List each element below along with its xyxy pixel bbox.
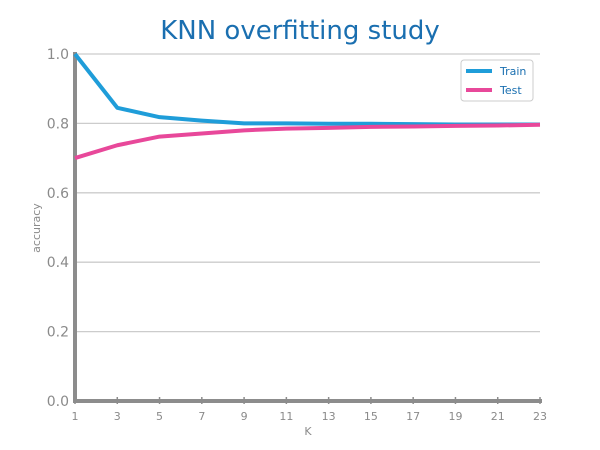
axes [73,52,542,404]
y-tick-label: 0.4 [47,255,69,271]
y-axis-label: accuracy [30,203,43,253]
x-tick-label: 11 [279,410,293,423]
y-tick-label: 0.0 [47,394,69,410]
y-tick-label: 0.2 [47,325,69,341]
x-tick-label: 7 [198,410,205,423]
series-line-test [74,122,541,161]
chart-title: KNN overfitting study [160,16,440,46]
legend: Train Test [460,59,534,102]
series-lines [73,52,541,161]
x-tick-label: 3 [114,410,121,423]
tick-labels: 0.00.20.40.60.81.01 3 5 7 9 11 13 15 17 19 21 23 [47,47,547,423]
x-tick-label: 1 [72,410,79,423]
x-tick-label: 17 [406,410,420,423]
x-tick-label: 9 [241,410,248,423]
x-tick-label: 15 [364,410,378,423]
y-tick-label: 0.6 [47,186,69,202]
legend-label-test: Test [499,84,522,97]
x-tick-label: 23 [533,410,547,423]
y-tick-label: 1.0 [47,47,69,63]
legend-label-train: Train [499,65,526,78]
x-tick-label: 19 [448,410,462,423]
y-tick-label: 0.8 [47,116,69,132]
x-tick-label: 21 [491,410,505,423]
x-axis-label: K [304,425,312,438]
x-tick-label: 13 [322,410,336,423]
x-tick-label: 5 [156,410,163,423]
